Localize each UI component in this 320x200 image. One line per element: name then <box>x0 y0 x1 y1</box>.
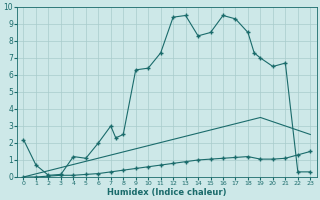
X-axis label: Humidex (Indice chaleur): Humidex (Indice chaleur) <box>107 188 227 197</box>
